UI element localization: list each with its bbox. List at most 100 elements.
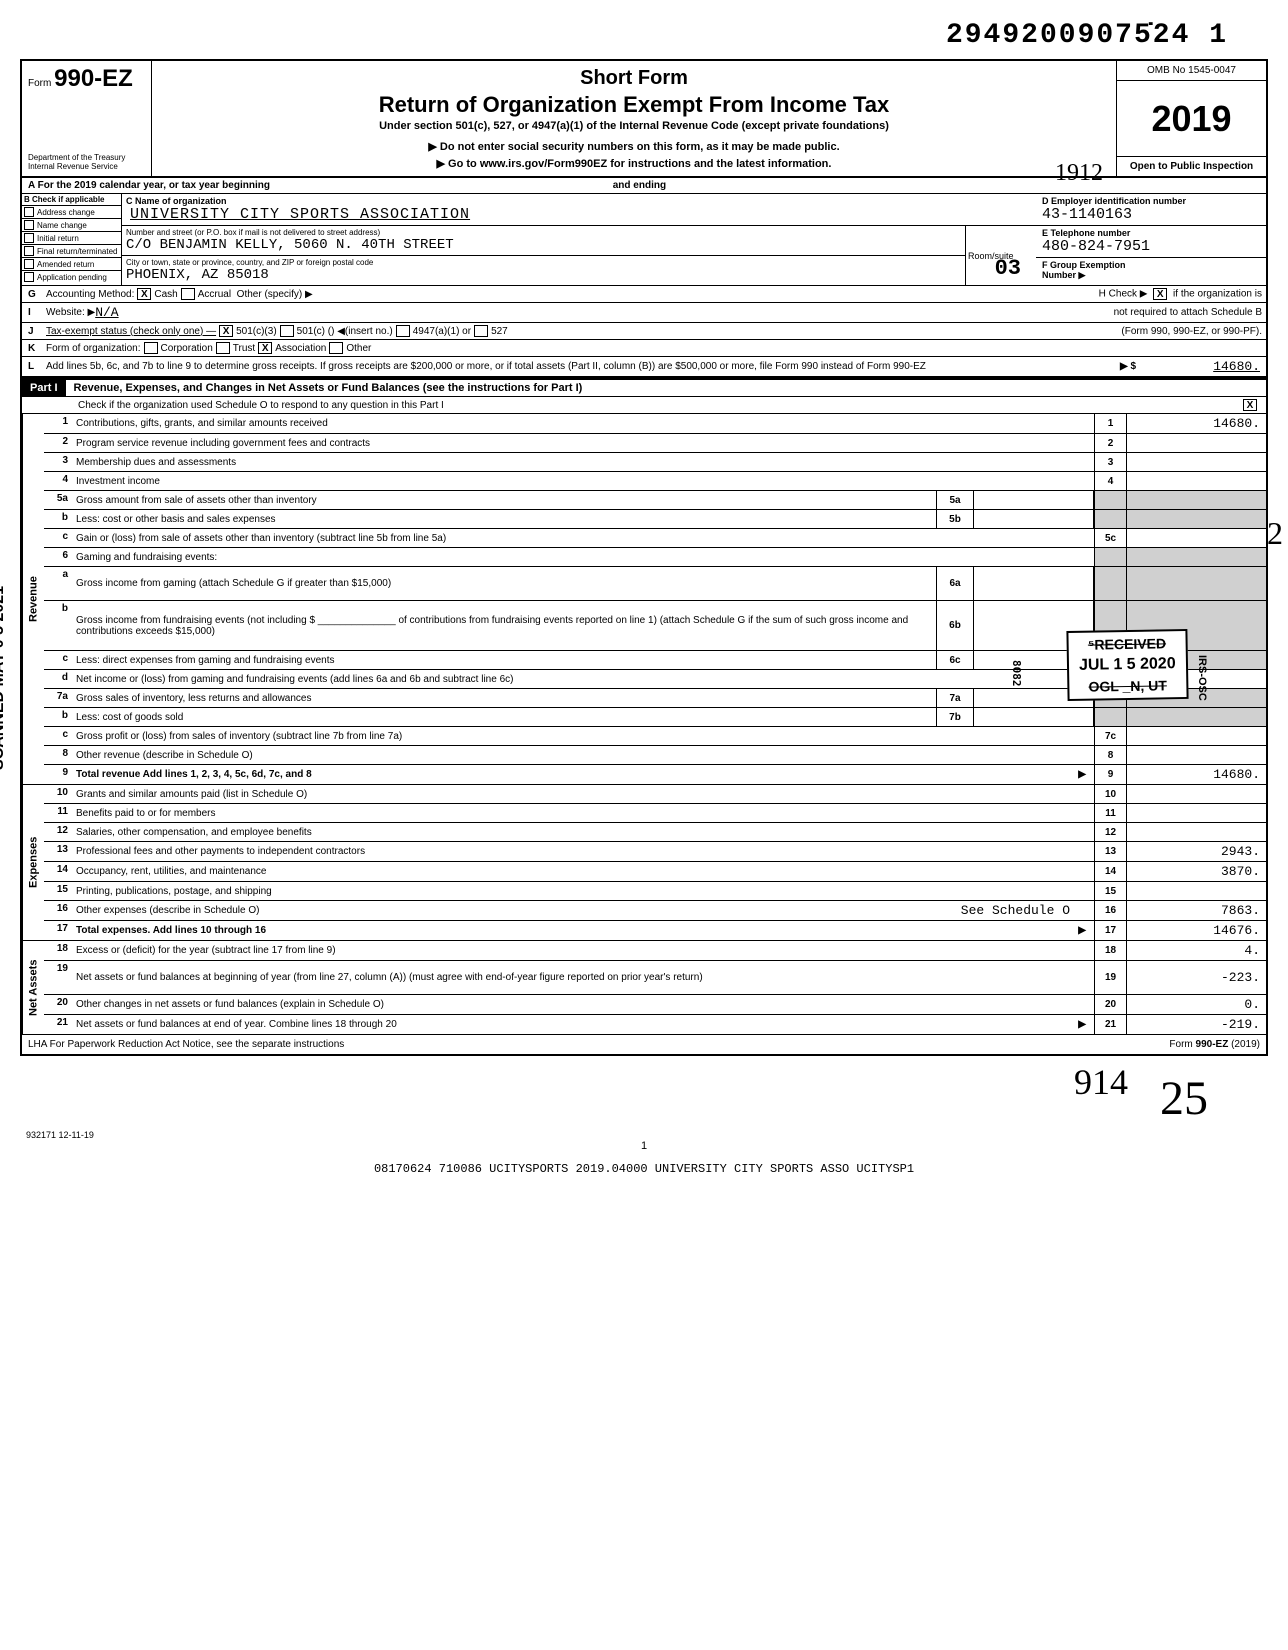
row17-no: 17 — [44, 921, 72, 940]
row8-val — [1126, 746, 1266, 764]
row5a-val — [1126, 491, 1266, 509]
row2-val — [1126, 434, 1266, 452]
netassets-label: Net Assets — [22, 941, 44, 1034]
chk-assoc[interactable]: X — [258, 342, 272, 354]
row3-desc: Membership dues and assessments — [72, 453, 1094, 471]
b-header: Check if applicable — [32, 195, 104, 204]
part1-header: Part I Revenue, Expenses, and Changes in… — [22, 378, 1266, 397]
row9-val: 14680. — [1126, 765, 1266, 784]
row18-val: 4. — [1126, 941, 1266, 960]
line-j: J Tax-exempt status (check only one) — X… — [22, 323, 1266, 340]
row7c-val — [1126, 727, 1266, 745]
row14-box: 14 — [1094, 862, 1126, 881]
row6a-val — [1126, 567, 1266, 600]
j-label: Tax-exempt status (check only one) — — [46, 326, 216, 337]
row16-desc: Other expenses (describe in Schedule O)S… — [72, 901, 1094, 920]
row5a-sub: 5a — [936, 491, 974, 509]
row13-val: 2943. — [1126, 842, 1266, 861]
row20-box: 20 — [1094, 995, 1126, 1014]
row10-no: 10 — [44, 785, 72, 803]
row4-box: 4 — [1094, 472, 1126, 490]
e-label: E Telephone number — [1042, 228, 1260, 238]
handwritten-1912: 1912 — [1055, 160, 1103, 187]
margin-2: 2 — [1267, 515, 1283, 552]
row6b-no: b — [44, 601, 72, 650]
row19-no: 19 — [44, 961, 72, 994]
row10-box: 10 — [1094, 785, 1126, 803]
lbl-trust: Trust — [233, 343, 255, 354]
l-text: Add lines 5b, 6c, and 7b to line 9 to de… — [46, 361, 1116, 372]
scanned-stamp: SCANNED MAY 0 5 2021 — [0, 586, 8, 770]
chk-final[interactable] — [24, 246, 34, 256]
page-number: 1 — [20, 1140, 1268, 1152]
lbl-pending: Application pending — [37, 273, 107, 282]
website-value: N/A — [95, 305, 118, 320]
row4-val — [1126, 472, 1266, 490]
row5b-val — [1126, 510, 1266, 528]
stamp-location: OGL _N, UT — [1080, 677, 1177, 695]
chk-name[interactable] — [24, 220, 34, 230]
chk-corp[interactable] — [144, 342, 158, 354]
row1-box: 1 — [1094, 414, 1126, 433]
k-letter: K — [28, 343, 46, 354]
chk-pending[interactable] — [24, 272, 34, 282]
chk-accrual[interactable] — [181, 288, 195, 300]
expenses-label: Expenses — [22, 785, 44, 940]
row17-val: 14676. — [1126, 921, 1266, 940]
omb-number: OMB No 1545-0047 — [1117, 61, 1266, 81]
row16-box: 16 — [1094, 901, 1126, 920]
chk-4947[interactable] — [396, 325, 410, 337]
row19-val: -223. — [1126, 961, 1266, 994]
h-text2: if the organization is — [1173, 289, 1262, 300]
ein-value: 43-1140163 — [1042, 206, 1260, 223]
row11-desc: Benefits paid to or for members — [72, 804, 1094, 822]
row2-no: 2 — [44, 434, 72, 452]
part1-check-text: Check if the organization used Schedule … — [28, 400, 1240, 411]
row5c-no: c — [44, 529, 72, 547]
row7b-desc: Less: cost of goods sold — [72, 708, 936, 726]
chk-cash[interactable]: X — [137, 288, 151, 300]
chk-501c[interactable] — [280, 325, 294, 337]
lbl-address: Address change — [37, 208, 95, 217]
chk-amended[interactable] — [24, 259, 34, 269]
l-arrow: ▶ $ — [1120, 361, 1136, 372]
chk-part1-scho[interactable]: X — [1243, 399, 1257, 411]
h-text4: (Form 990, 990-EZ, or 990-PF). — [1121, 326, 1262, 337]
row5b-no: b — [44, 510, 72, 528]
row6a-sub: 6a — [936, 567, 974, 600]
addr-value: C/O BENJAMIN KELLY, 5060 N. 40TH STREET — [126, 237, 961, 253]
org-name: UNIVERSITY CITY SPORTS ASSOCIATION — [126, 206, 1032, 223]
chk-h[interactable]: X — [1153, 288, 1167, 300]
row2-box: 2 — [1094, 434, 1126, 452]
code-932171: 932171 12-11-19 — [20, 1130, 1268, 1140]
row6d-no: d — [44, 670, 72, 688]
row21-box: 21 — [1094, 1015, 1126, 1034]
row4-desc: Investment income — [72, 472, 1094, 490]
lbl-amended: Amended return — [37, 260, 94, 269]
chk-527[interactable] — [474, 325, 488, 337]
row12-val — [1126, 823, 1266, 841]
chk-other-org[interactable] — [329, 342, 343, 354]
row17-box: 17 — [1094, 921, 1126, 940]
dept-line2: Internal Revenue Service — [28, 163, 145, 172]
row1-no: 1 — [44, 414, 72, 433]
chk-address[interactable] — [24, 207, 34, 217]
lbl-501c: 501(c) ( — [297, 326, 331, 337]
row1-val: 14680. — [1126, 414, 1266, 433]
row11-no: 11 — [44, 804, 72, 822]
footer-row: LHA For Paperwork Reduction Act Notice, … — [22, 1034, 1266, 1054]
l-value: 14680. — [1140, 359, 1260, 374]
bottom-line: 08170624 710086 UCITYSPORTS 2019.04000 U… — [20, 1162, 1268, 1176]
row14-desc: Occupancy, rent, utilities, and maintena… — [72, 862, 1094, 881]
row7c-no: c — [44, 727, 72, 745]
row16-val: 7863. — [1126, 901, 1266, 920]
j-letter: J — [28, 326, 46, 337]
row10-val — [1126, 785, 1266, 803]
row16-no: 16 — [44, 901, 72, 920]
chk-initial[interactable] — [24, 233, 34, 243]
chk-501c3[interactable]: X — [219, 325, 233, 337]
addr-label: Number and street (or P.O. box if mail i… — [126, 228, 961, 237]
stamp-date: JUL 1 5 2020 — [1079, 655, 1176, 675]
row7a-sub: 7a — [936, 689, 974, 707]
chk-trust[interactable] — [216, 342, 230, 354]
